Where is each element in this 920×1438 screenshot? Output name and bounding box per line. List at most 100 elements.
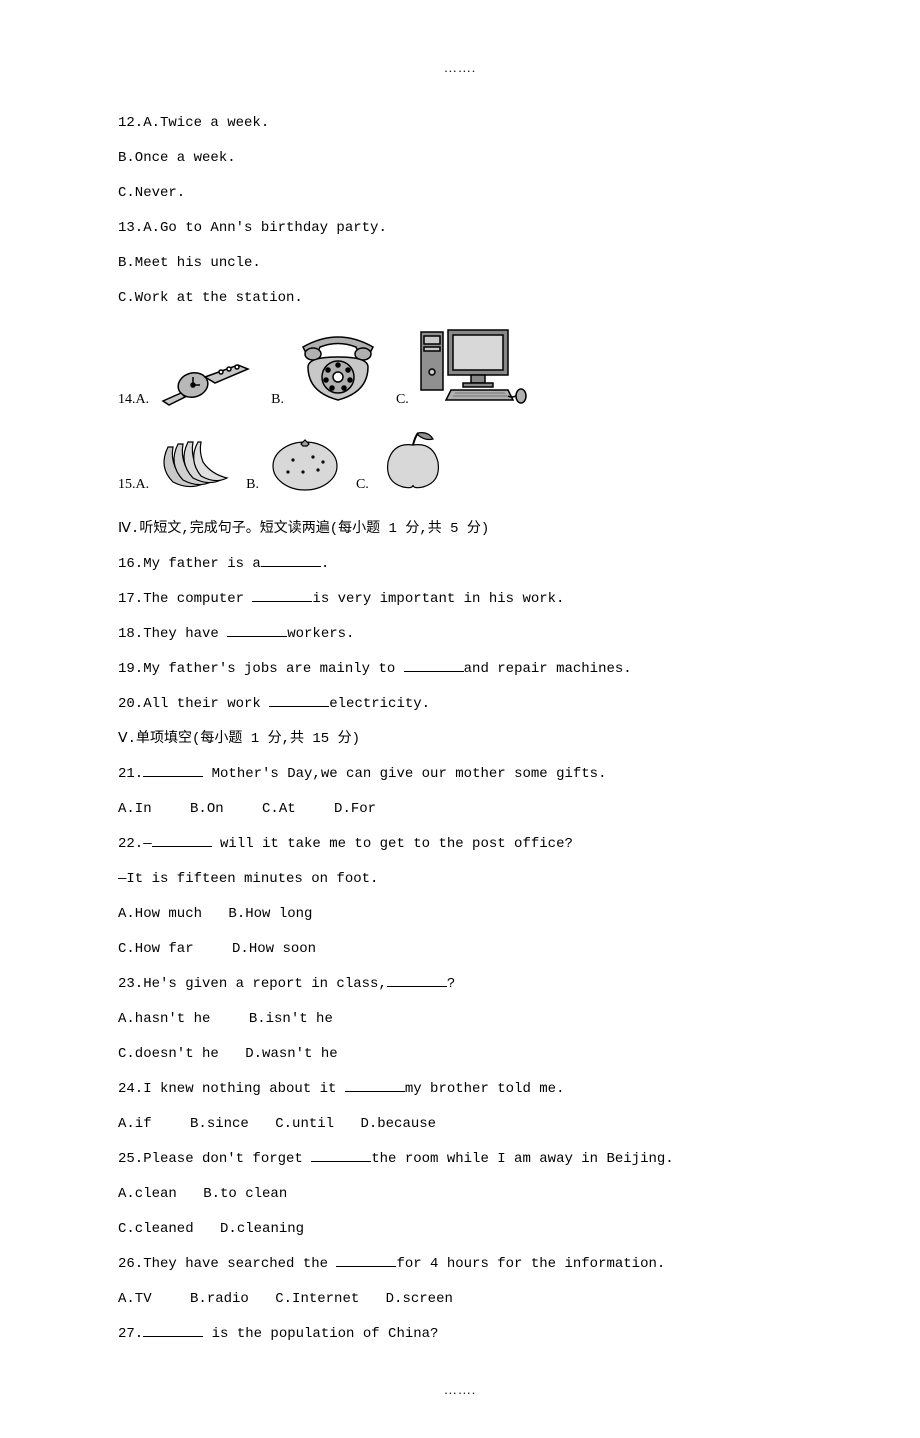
q21-opt-d[interactable]: D.For [334,792,376,827]
q14-label-c: C. [396,382,409,421]
bananas-icon [153,432,238,506]
q15-label-a: 15.A. [118,467,149,506]
q27-post: is the population of China? [203,1326,438,1342]
q22-opt-c[interactable]: C.How far [118,932,194,967]
q24-opt-a[interactable]: A.if [118,1107,152,1142]
q27-blank[interactable] [143,1323,203,1337]
q22-post: will it take me to get to the post offic… [212,836,573,852]
q18-blank[interactable] [227,623,287,637]
q25-post: the room while I am away in Beijing. [371,1151,673,1167]
q24-blank[interactable] [345,1078,405,1092]
q25-stem: 25.Please don't forget the room while I … [118,1142,802,1177]
q13-b: B.Meet his uncle. [118,246,802,281]
q12-b: B.Once a week. [118,141,802,176]
q21-opt-c[interactable]: C.At [262,792,296,827]
q13-c: C.Work at the station. [118,281,802,316]
q15-row: 15.A. B. [118,427,802,506]
q16-blank[interactable] [261,553,321,567]
orange-icon [263,432,348,506]
q23-options-1: A.hasn't he B.isn't he [118,1002,802,1037]
q25-options-1: A.clean B.to clean [118,1177,802,1212]
q23-post: ? [447,976,455,992]
q23-opt-a[interactable]: A.hasn't he [118,1002,210,1037]
header-dots: ……. [118,60,802,76]
q23-stem: 23.He's given a report in class,? [118,967,802,1002]
q25-opt-c[interactable]: C.cleaned [118,1212,194,1247]
q18-post: workers. [287,626,354,642]
q18-pre: 18.They have [118,626,227,642]
q24-stem: 24.I knew nothing about it my brother to… [118,1072,802,1107]
footer-dots: ……. [118,1382,802,1398]
q19-pre: 19.My father's jobs are mainly to [118,661,404,677]
q21-pre: 21. [118,766,143,782]
q14-label-a: 14.A. [118,382,149,421]
q24-opt-d[interactable]: D.because [360,1107,436,1142]
page-container: ……. 12.A.Twice a week. B.Once a week. C.… [0,0,920,1438]
q23-options-2: C.doesn't he D.wasn't he [118,1037,802,1072]
q22-options-1: A.How much B.How long [118,897,802,932]
q21-options: A.In B.On C.At D.For [118,792,802,827]
q14-row: 14.A. B. [118,322,802,421]
q26-opt-c[interactable]: C.Internet [275,1282,359,1317]
q27-pre: 27. [118,1326,143,1342]
q17-pre: 17.The computer [118,591,252,607]
q22-stem: 22.— will it take me to get to the post … [118,827,802,862]
q21-opt-a[interactable]: A.In [118,792,152,827]
q26-opt-d[interactable]: D.screen [386,1282,453,1317]
q24-post: my brother told me. [405,1081,565,1097]
q24-options: A.if B.since C.until D.because [118,1107,802,1142]
q16-post: . [321,556,329,572]
q26-options: A.TV B.radio C.Internet D.screen [118,1282,802,1317]
q23-opt-c[interactable]: C.doesn't he [118,1037,219,1072]
q19-blank[interactable] [404,658,464,672]
q26-stem: 26.They have searched the for 4 hours fo… [118,1247,802,1282]
q27-stem: 27. is the population of China? [118,1317,802,1352]
q19-post: and repair machines. [464,661,632,677]
q12-a: 12.A.Twice a week. [118,106,802,141]
q16: 16.My father is a. [118,547,802,582]
q20-pre: 20.All their work [118,696,269,712]
section-4-title: Ⅳ.听短文,完成句子。短文读两遍(每小题 1 分,共 5 分) [118,512,802,547]
q23-opt-d[interactable]: D.wasn't he [245,1037,337,1072]
watch-icon [153,347,263,421]
q13-a: 13.A.Go to Ann's birthday party. [118,211,802,246]
q25-opt-a[interactable]: A.clean [118,1177,177,1212]
q21-blank[interactable] [143,763,203,777]
apple-icon [373,427,453,506]
q17-blank[interactable] [252,588,312,602]
q26-opt-a[interactable]: A.TV [118,1282,152,1317]
q25-opt-b[interactable]: B.to clean [203,1177,287,1212]
q22-opt-a[interactable]: A.How much [118,897,202,932]
q21-post: Mother's Day,we can give our mother some… [203,766,606,782]
q25-options-2: C.cleaned D.cleaning [118,1212,802,1247]
q24-opt-c[interactable]: C.until [275,1107,334,1142]
q21-opt-b[interactable]: B.On [190,792,224,827]
q22-answer: —It is fifteen minutes on foot. [118,862,802,897]
q19: 19.My father's jobs are mainly to and re… [118,652,802,687]
q15-label-c: C. [356,467,369,506]
q22-options-2: C.How far D.How soon [118,932,802,967]
q26-pre: 26.They have searched the [118,1256,336,1272]
telephone-icon [288,322,388,421]
q23-opt-b[interactable]: B.isn't he [249,1002,333,1037]
q20-post: electricity. [329,696,430,712]
q22-blank[interactable] [152,833,212,847]
q17: 17.The computer is very important in his… [118,582,802,617]
q26-blank[interactable] [336,1253,396,1267]
q16-pre: 16.My father is a [118,556,261,572]
q23-blank[interactable] [387,973,447,987]
section-5-title: Ⅴ.单项填空(每小题 1 分,共 15 分) [118,722,802,757]
q23-pre: 23.He's given a report in class, [118,976,387,992]
q26-opt-b[interactable]: B.radio [190,1282,249,1317]
q25-blank[interactable] [311,1148,371,1162]
q22-opt-b[interactable]: B.How long [228,897,312,932]
q22-opt-d[interactable]: D.How soon [232,932,316,967]
q22-pre: 22.— [118,836,152,852]
q12-c: C.Never. [118,176,802,211]
q24-opt-b[interactable]: B.since [190,1107,249,1142]
q17-post: is very important in his work. [312,591,564,607]
q21-stem: 21. Mother's Day,we can give our mother … [118,757,802,792]
q20: 20.All their work electricity. [118,687,802,722]
q20-blank[interactable] [269,693,329,707]
q25-opt-d[interactable]: D.cleaning [220,1212,304,1247]
